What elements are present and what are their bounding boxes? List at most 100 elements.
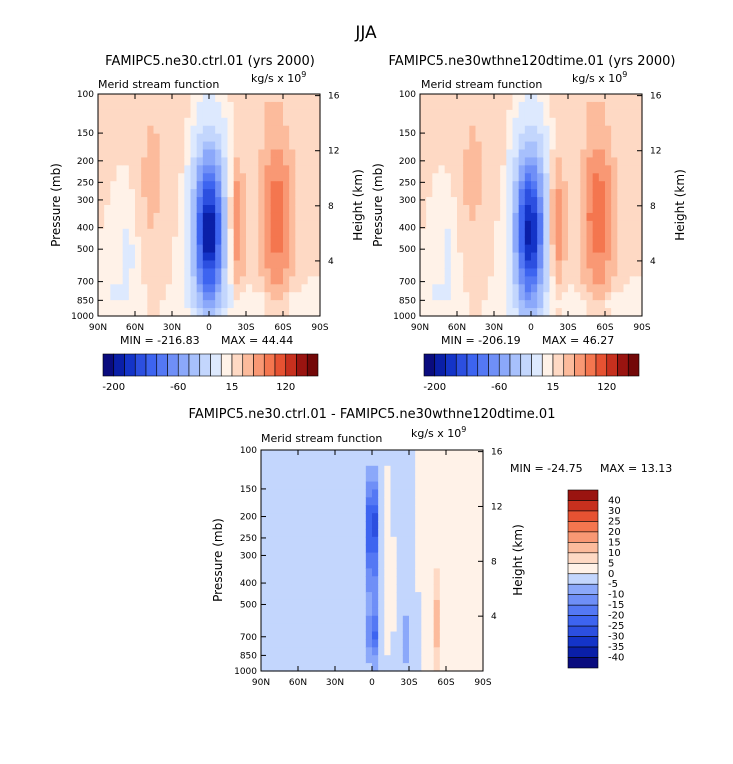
field-cell	[476, 544, 484, 554]
field-cell	[147, 276, 155, 285]
field-cell	[353, 544, 361, 554]
field-cell	[283, 220, 290, 230]
field-cell	[420, 125, 427, 135]
field-cell	[221, 276, 229, 285]
field-cell	[574, 268, 581, 277]
field-cell	[252, 181, 259, 190]
field-cell	[500, 141, 507, 151]
field-cell	[279, 607, 287, 617]
field-cell	[335, 481, 342, 491]
field-cell	[153, 101, 161, 111]
field-cell	[172, 133, 179, 143]
field-cell	[313, 125, 321, 135]
field-cell	[452, 655, 459, 664]
field-cell	[141, 181, 148, 190]
field-cell	[598, 109, 606, 119]
field-cell	[439, 615, 447, 625]
field-cell	[555, 189, 563, 198]
field-cell	[426, 125, 433, 135]
field-cell	[98, 276, 105, 285]
field-cell	[202, 260, 210, 270]
field-cell	[561, 141, 569, 151]
field-cell	[209, 117, 216, 127]
field-cell	[307, 109, 315, 119]
field-cell	[202, 268, 210, 277]
field-cell	[279, 489, 287, 498]
field-cell	[202, 181, 210, 190]
field-cell	[328, 450, 336, 459]
field-cell	[446, 552, 453, 562]
field-cell	[353, 489, 361, 498]
field-cell	[153, 244, 161, 254]
field-cell	[258, 292, 266, 301]
field-cell	[463, 244, 470, 254]
field-cell	[518, 125, 526, 135]
field-cell	[439, 528, 447, 538]
field-cell	[635, 252, 643, 262]
field-cell	[457, 220, 464, 230]
field-cell	[450, 260, 458, 270]
field-cell	[574, 133, 581, 143]
field-cell	[629, 220, 637, 230]
field-cell	[469, 125, 477, 135]
field-cell	[409, 481, 416, 491]
field-cell	[494, 181, 501, 190]
field-cell	[304, 552, 311, 562]
field-cell	[116, 260, 124, 270]
field-cell	[209, 276, 216, 285]
field-cell	[122, 260, 130, 270]
field-cell	[402, 544, 410, 554]
field-cell	[365, 631, 373, 641]
field-cell	[494, 228, 501, 238]
field-cell	[261, 623, 268, 633]
field-cell	[426, 276, 433, 285]
field-cell	[470, 457, 478, 467]
field-cell	[178, 133, 185, 143]
field-cell	[227, 228, 235, 238]
field-cell	[580, 157, 588, 166]
field-cell	[316, 560, 324, 569]
field-cell	[580, 284, 588, 293]
field-cell	[190, 292, 198, 301]
field-cell	[518, 228, 526, 238]
field-cell	[328, 576, 336, 585]
field-cell	[310, 536, 318, 546]
field-cell	[476, 607, 484, 617]
field-cell	[452, 663, 459, 672]
field-cell	[283, 133, 290, 143]
field-cell	[427, 663, 435, 672]
field-cell	[390, 552, 398, 562]
field-cell	[475, 292, 483, 301]
field-cell	[261, 505, 268, 514]
field-cell	[438, 125, 446, 135]
field-cell	[347, 450, 355, 459]
field-cell	[147, 236, 155, 246]
field-cell	[347, 599, 355, 609]
colorbar-box	[134, 353, 147, 377]
panel-subtitle: Merid stream function	[261, 432, 382, 445]
field-cell	[531, 228, 538, 238]
field-cell	[215, 94, 222, 103]
colorbar: -200 -60 15 120	[423, 353, 640, 393]
field-cell	[273, 528, 281, 538]
field-cell	[209, 284, 216, 293]
y-tick-label: 250	[77, 178, 94, 188]
field-cell	[341, 528, 348, 538]
field-cell	[586, 260, 594, 270]
colorbar-label: -25	[608, 621, 624, 632]
field-cell	[463, 101, 470, 111]
field-cell	[438, 173, 446, 182]
field-cell	[221, 244, 229, 254]
field-cell	[178, 189, 185, 198]
field-cell	[184, 252, 192, 262]
field-cell	[598, 165, 606, 174]
field-cell	[128, 181, 136, 190]
field-cell	[524, 125, 532, 135]
field-cell	[289, 181, 296, 190]
field-cell	[322, 631, 330, 641]
field-cell	[378, 473, 385, 483]
field-cell	[469, 284, 477, 293]
field-cell	[549, 189, 557, 198]
field-cell	[172, 252, 179, 262]
field-cell	[605, 276, 612, 285]
